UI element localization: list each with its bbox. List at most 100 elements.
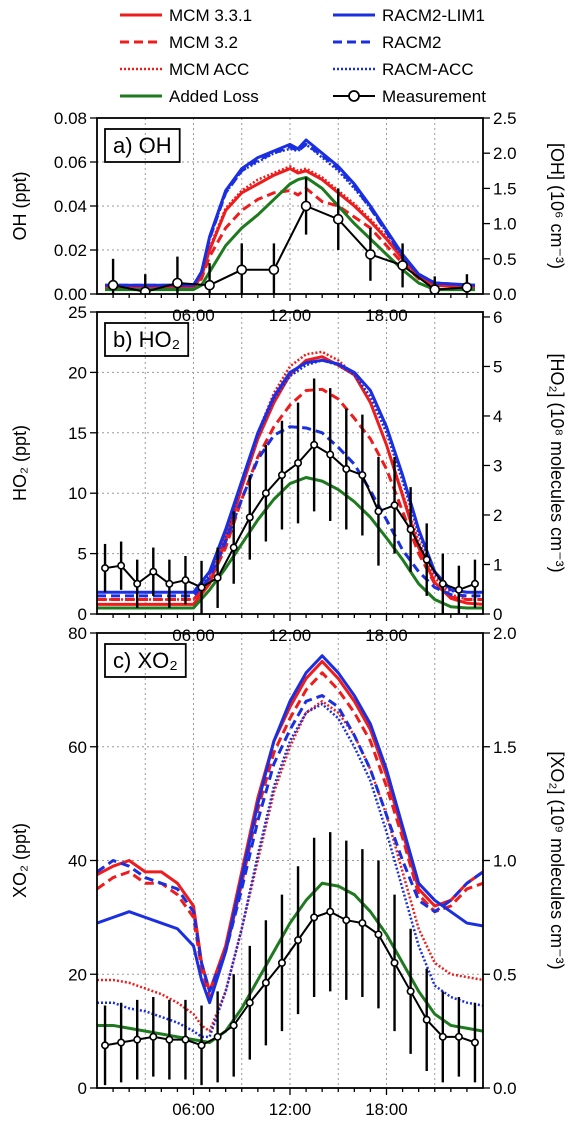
data-point xyxy=(294,936,303,945)
y-right-tick-label: 1.0 xyxy=(493,852,517,871)
y-right-tick-label: 1.5 xyxy=(493,179,517,198)
series-line-racm-acc xyxy=(97,702,483,1039)
panel-label: b) HO₂ xyxy=(113,327,180,352)
x-tick-label: 12:00 xyxy=(269,306,312,325)
data-point xyxy=(326,907,335,916)
y-tick-label: 10 xyxy=(68,484,87,503)
series-line-added-loss xyxy=(97,475,483,610)
legend-label-racm-acc: RACM-ACC xyxy=(382,60,474,79)
x-tick-label: 18:00 xyxy=(365,306,408,325)
series-line-mcm-3-2 xyxy=(105,186,476,289)
y-tick-label: 0.06 xyxy=(54,153,87,172)
data-point xyxy=(397,260,408,271)
y-right-tick-label: 2.0 xyxy=(493,624,517,643)
legend-label-racm2-lim1: RACM2-LIM1 xyxy=(382,6,485,25)
x-tick-label: 06:00 xyxy=(172,1100,215,1119)
y-right-tick-label: 2.0 xyxy=(493,144,517,163)
data-point xyxy=(139,286,151,294)
data-point xyxy=(422,555,431,564)
series-measurement xyxy=(107,177,473,294)
series-measurement xyxy=(101,378,479,614)
data-point xyxy=(365,249,376,260)
data-point xyxy=(101,564,110,573)
x-tick-label: 06:00 xyxy=(172,626,215,645)
plot-frame xyxy=(96,632,484,1089)
panel-1: 06:00 12:00 18:00 0.00 0.02 0.04 0.06 0.08 0.0 0.… xyxy=(10,109,567,325)
panel-label-box xyxy=(104,128,181,163)
y-tick-label: 20 xyxy=(68,965,87,984)
series-measurement xyxy=(101,832,479,1086)
panel-label: c) XO₂ xyxy=(113,648,178,673)
data-point xyxy=(268,264,280,276)
y-tick-label: 60 xyxy=(68,738,87,757)
y-tick-label: 80 xyxy=(68,624,87,643)
x-tick-label: 06:00 xyxy=(172,306,215,325)
y-tick-label: 20 xyxy=(68,363,87,382)
data-point xyxy=(358,919,367,928)
data-point xyxy=(261,978,270,987)
series-line-mcm-acc xyxy=(105,165,476,289)
series-line-racm-acc xyxy=(105,143,476,287)
series-group xyxy=(97,654,483,1086)
data-point xyxy=(454,1032,463,1041)
data-point xyxy=(374,507,383,516)
y-right-axis-title: [XO₂] (10⁹ molecules cm⁻³) xyxy=(547,751,567,969)
y-tick-label: 15 xyxy=(68,424,87,443)
y-axis-title: OH (ppt) xyxy=(10,171,30,240)
series-line-racm2 xyxy=(97,425,483,598)
series-line-racm2 xyxy=(97,694,483,993)
data-point xyxy=(245,513,254,522)
x-tick-label: 18:00 xyxy=(365,1100,408,1119)
data-point xyxy=(149,567,158,576)
data-point xyxy=(197,583,206,592)
y-right-tick-label: 1.5 xyxy=(493,738,517,757)
data-point xyxy=(358,471,367,480)
y-axis-title: XO₂ (ppt) xyxy=(10,823,30,898)
y-tick-label: 25 xyxy=(68,303,87,322)
x-tick-label: 12:00 xyxy=(269,1100,312,1119)
legend-marker-measurement xyxy=(348,90,360,102)
data-point xyxy=(149,1032,158,1041)
series-line-mcm-acc xyxy=(97,350,483,601)
y-right-tick-label: 2 xyxy=(493,506,502,525)
y-tick-label: 5 xyxy=(78,545,87,564)
data-point xyxy=(229,1021,238,1030)
plot-frame xyxy=(96,311,484,615)
legend: MCM 3.3.1 RACM2-LIM1 MCM 3.2 RACM2 MCM A… xyxy=(120,6,486,106)
data-point xyxy=(117,561,126,570)
data-point xyxy=(172,277,183,289)
measurement-line xyxy=(112,204,467,293)
series-group xyxy=(105,138,476,294)
data-point xyxy=(165,1035,174,1044)
y-right-tick-label: 3 xyxy=(493,456,502,475)
data-point xyxy=(181,576,190,585)
y-tick-label: 0.00 xyxy=(54,285,87,304)
data-point xyxy=(197,1041,206,1050)
y-tick-label: 0.08 xyxy=(54,109,87,128)
y-right-tick-label: 1 xyxy=(493,555,502,574)
series-line-racm2-lim1 xyxy=(97,654,483,1005)
plot-frame xyxy=(96,117,484,295)
data-point xyxy=(133,579,142,588)
y-tick-label: 0.04 xyxy=(54,197,87,216)
data-point xyxy=(429,284,441,294)
data-point xyxy=(181,1035,190,1044)
data-point xyxy=(470,1038,479,1047)
data-point xyxy=(277,471,286,480)
data-point xyxy=(326,450,335,459)
data-point xyxy=(213,1032,222,1041)
data-point xyxy=(342,916,351,925)
data-point xyxy=(204,279,215,291)
data-point xyxy=(245,998,254,1007)
data-point xyxy=(374,930,383,939)
panel-2: 06:00 12:00 18:00 0 5 10 15 20 25 0 1 2 3 4 5 6 b) HO₂ HO… xyxy=(10,303,567,645)
data-point xyxy=(470,579,479,588)
data-point xyxy=(422,1015,431,1024)
y-right-tick-label: 5 xyxy=(493,357,502,376)
y-right-axis-title: [HO₂] (10⁸ molecules cm⁻³) xyxy=(547,353,567,572)
series-line-mcm-acc xyxy=(97,700,483,1033)
y-right-tick-label: 0.0 xyxy=(493,285,517,304)
series-group xyxy=(97,350,483,614)
legend-label-added-loss: Added Loss xyxy=(169,87,259,106)
y-right-tick-label: 0.0 xyxy=(493,1079,517,1098)
